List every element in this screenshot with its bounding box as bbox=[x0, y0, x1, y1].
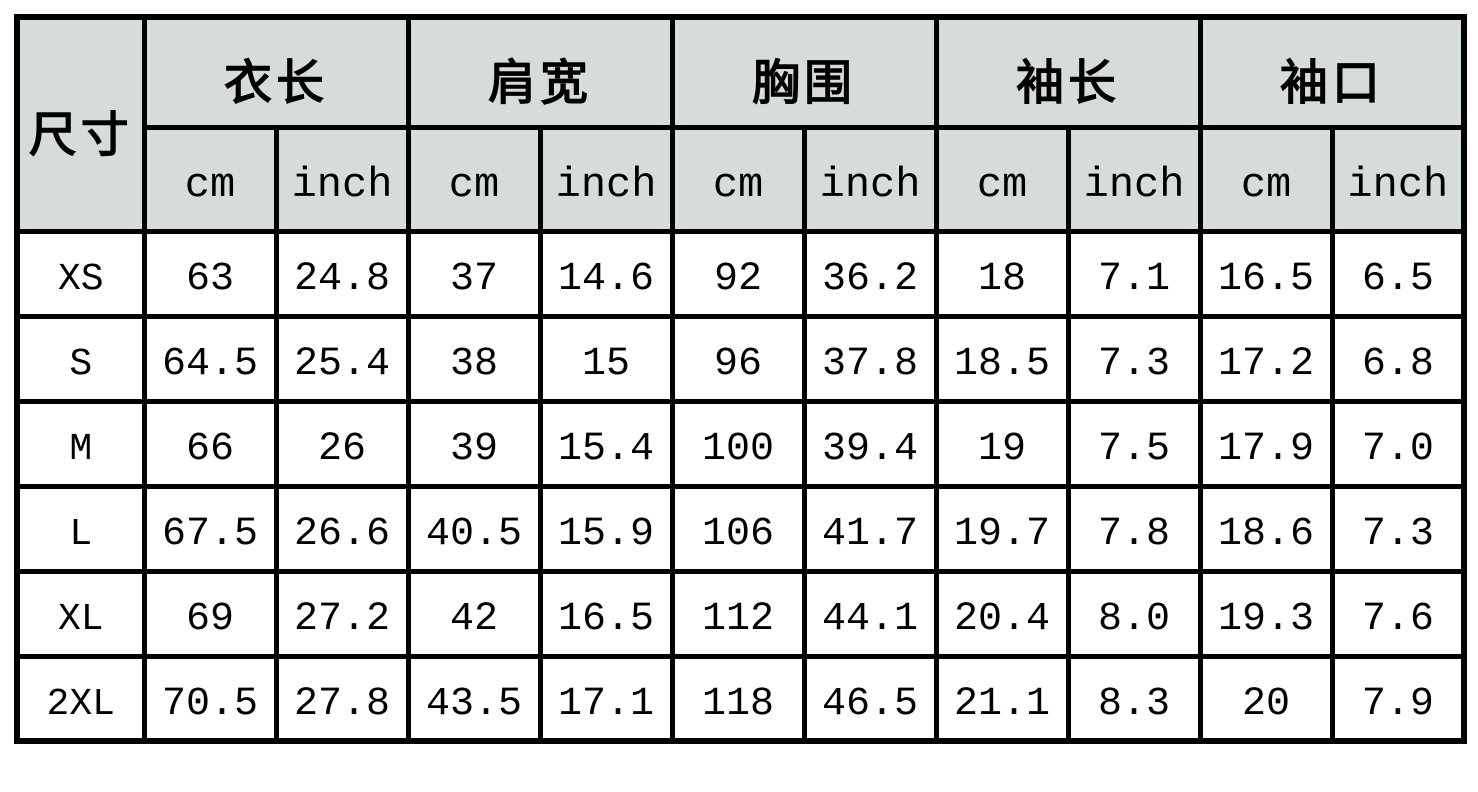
value-cell: 14.6 bbox=[537, 228, 675, 319]
value-cell: 17.2 bbox=[1197, 313, 1335, 404]
value-cell: 7.3 bbox=[1329, 483, 1467, 574]
value-cell: 106 bbox=[669, 483, 807, 574]
value-cell: 40.5 bbox=[405, 483, 543, 574]
value-cell: 16.5 bbox=[537, 568, 675, 659]
value-cell: 16.5 bbox=[1197, 228, 1335, 319]
value-cell: 19.3 bbox=[1197, 568, 1335, 659]
value-cell: 96 bbox=[669, 313, 807, 404]
value-cell: 39.4 bbox=[801, 398, 939, 489]
corner-header-size: 尺寸 bbox=[14, 14, 147, 234]
value-cell: 42 bbox=[405, 568, 543, 659]
value-cell: 19 bbox=[933, 398, 1071, 489]
value-cell: 15 bbox=[537, 313, 675, 404]
unit-header: inch bbox=[801, 124, 939, 234]
value-cell: 69 bbox=[141, 568, 279, 659]
value-cell: 38 bbox=[405, 313, 543, 404]
value-cell: 36.2 bbox=[801, 228, 939, 319]
value-cell: 8.0 bbox=[1065, 568, 1203, 659]
value-cell: 17.9 bbox=[1197, 398, 1335, 489]
value-cell: 18.5 bbox=[933, 313, 1071, 404]
unit-header: inch bbox=[1065, 124, 1203, 234]
unit-header: cm bbox=[405, 124, 543, 234]
unit-header: cm bbox=[669, 124, 807, 234]
value-cell: 19.7 bbox=[933, 483, 1071, 574]
value-cell: 37.8 bbox=[801, 313, 939, 404]
group-header-cuff: 袖口 bbox=[1197, 14, 1467, 130]
value-cell: 63 bbox=[141, 228, 279, 319]
value-cell: 17.1 bbox=[537, 653, 675, 744]
value-cell: 7.3 bbox=[1065, 313, 1203, 404]
group-header-garment-length: 衣长 bbox=[141, 14, 411, 130]
value-cell: 7.0 bbox=[1329, 398, 1467, 489]
value-cell: 67.5 bbox=[141, 483, 279, 574]
value-cell: 6.5 bbox=[1329, 228, 1467, 319]
value-cell: 8.3 bbox=[1065, 653, 1203, 744]
group-header-row: 尺寸 衣长 肩宽 胸围 袖长 袖口 bbox=[14, 14, 1467, 234]
group-header-sleeve-length: 袖长 bbox=[933, 14, 1203, 130]
unit-header-row: cm inch cm inch cm inch cm inch cm inch bbox=[17, 124, 1467, 234]
value-cell: 15.4 bbox=[537, 398, 675, 489]
value-cell: 26 bbox=[273, 398, 411, 489]
value-cell: 7.9 bbox=[1329, 653, 1467, 744]
value-cell: 24.8 bbox=[273, 228, 411, 319]
group-header-shoulder-width: 肩宽 bbox=[405, 14, 675, 130]
table-row-s: S 64.5 25.4 38 15 96 37.8 18.5 7.3 17.2 … bbox=[14, 313, 1467, 404]
value-cell: 70.5 bbox=[141, 653, 279, 744]
size-chart-table: 尺寸 衣长 肩宽 胸围 袖长 袖口 cm inch cm inch cm inc… bbox=[14, 14, 1468, 744]
size-cell: S bbox=[14, 313, 147, 404]
unit-header: cm bbox=[933, 124, 1071, 234]
value-cell: 64.5 bbox=[141, 313, 279, 404]
value-cell: 18.6 bbox=[1197, 483, 1335, 574]
value-cell: 7.6 bbox=[1329, 568, 1467, 659]
value-cell: 20 bbox=[1197, 653, 1335, 744]
value-cell: 7.1 bbox=[1065, 228, 1203, 319]
value-cell: 118 bbox=[669, 653, 807, 744]
value-cell: 27.2 bbox=[273, 568, 411, 659]
value-cell: 20.4 bbox=[933, 568, 1071, 659]
value-cell: 27.8 bbox=[273, 653, 411, 744]
value-cell: 112 bbox=[669, 568, 807, 659]
size-chart-container: 尺寸 衣长 肩宽 胸围 袖长 袖口 cm inch cm inch cm inc… bbox=[14, 14, 1468, 744]
value-cell: 21.1 bbox=[933, 653, 1071, 744]
value-cell: 44.1 bbox=[801, 568, 939, 659]
table-row-2xl: 2XL 70.5 27.8 43.5 17.1 118 46.5 21.1 8.… bbox=[14, 653, 1467, 744]
unit-header: cm bbox=[141, 124, 279, 234]
value-cell: 6.8 bbox=[1329, 313, 1467, 404]
value-cell: 41.7 bbox=[801, 483, 939, 574]
table-row-l: L 67.5 26.6 40.5 15.9 106 41.7 19.7 7.8 … bbox=[14, 483, 1467, 574]
size-cell: 2XL bbox=[14, 653, 147, 744]
value-cell: 39 bbox=[405, 398, 543, 489]
unit-header: cm bbox=[1197, 124, 1335, 234]
group-header-chest: 胸围 bbox=[669, 14, 939, 130]
value-cell: 37 bbox=[405, 228, 543, 319]
value-cell: 25.4 bbox=[273, 313, 411, 404]
unit-header: inch bbox=[537, 124, 675, 234]
size-cell: XS bbox=[14, 228, 147, 319]
table-row-m: M 66 26 39 15.4 100 39.4 19 7.5 17.9 7.0 bbox=[14, 398, 1467, 489]
value-cell: 15.9 bbox=[537, 483, 675, 574]
value-cell: 26.6 bbox=[273, 483, 411, 574]
size-cell: XL bbox=[14, 568, 147, 659]
unit-header: inch bbox=[1329, 124, 1467, 234]
size-cell: L bbox=[14, 483, 147, 574]
size-cell: M bbox=[14, 398, 147, 489]
value-cell: 7.8 bbox=[1065, 483, 1203, 574]
unit-header: inch bbox=[273, 124, 411, 234]
value-cell: 92 bbox=[669, 228, 807, 319]
value-cell: 18 bbox=[933, 228, 1071, 319]
value-cell: 7.5 bbox=[1065, 398, 1203, 489]
value-cell: 46.5 bbox=[801, 653, 939, 744]
value-cell: 66 bbox=[141, 398, 279, 489]
table-row-xs: XS 63 24.8 37 14.6 92 36.2 18 7.1 16.5 6… bbox=[14, 228, 1467, 319]
value-cell: 100 bbox=[669, 398, 807, 489]
table-row-xl: XL 69 27.2 42 16.5 112 44.1 20.4 8.0 19.… bbox=[14, 568, 1467, 659]
value-cell: 43.5 bbox=[405, 653, 543, 744]
